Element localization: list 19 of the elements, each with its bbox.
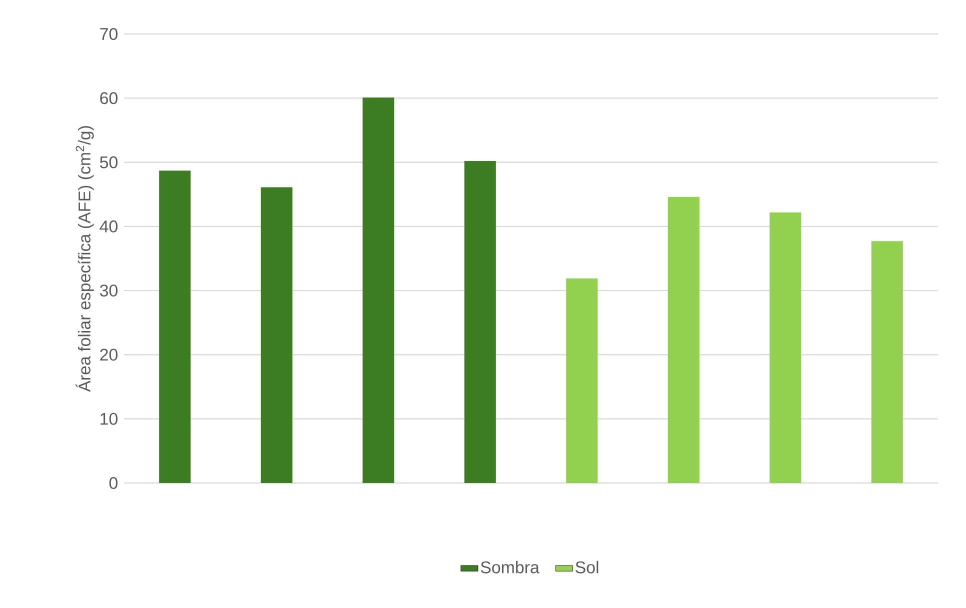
y-tick-label: 0 [109,477,118,489]
bar [566,278,598,483]
bar [362,98,394,483]
legend-label: Sombra [480,560,540,574]
bar [871,241,903,483]
y-tick-label: 40 [100,220,118,232]
bar [159,170,191,483]
bar [770,212,802,483]
y-tick-label: 70 [100,28,118,40]
bar [464,161,496,483]
y-tick-label: 30 [100,284,118,297]
legend-label: Sol [576,560,598,574]
y-tick-label: 50 [100,156,118,168]
bar [260,187,292,483]
bar [668,196,700,483]
y-tick-label: 60 [100,92,118,104]
y-tick-label: 20 [100,348,118,361]
y-axis-title: Área foliar específica (AFE) (cm$^{2}$/g) [76,126,94,392]
y-tick-label: 10 [100,412,118,425]
